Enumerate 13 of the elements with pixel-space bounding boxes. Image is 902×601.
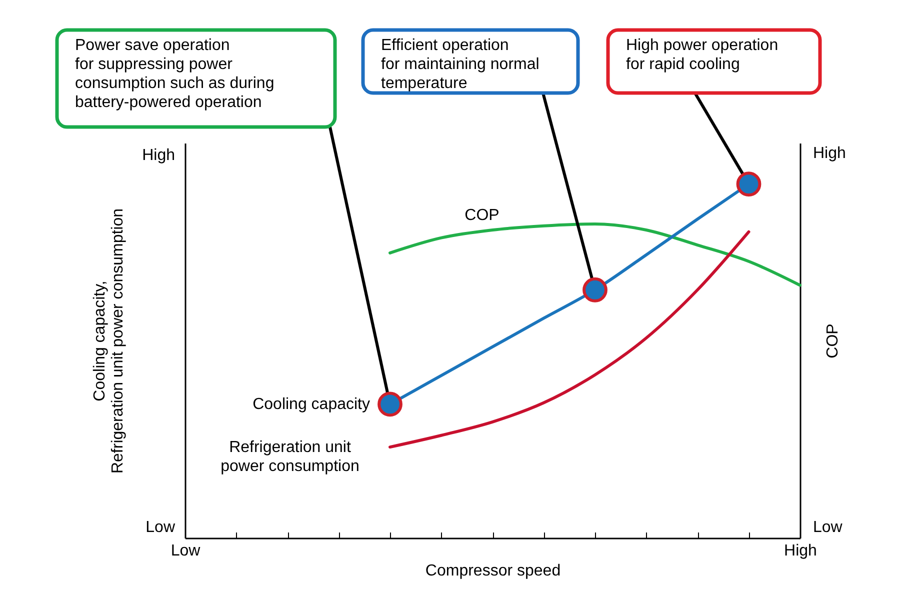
text: High [142, 147, 175, 164]
series-label: Cooling capacity [252, 396, 370, 414]
text: High power operation for rapid cooling [626, 37, 778, 73]
text: Efficient operation for maintaining normal temperature [381, 37, 540, 92]
text: High [813, 145, 846, 162]
y2-axis-title: COP [824, 324, 842, 358]
text: Power save operation for suppressing power consumption such as during battery-powered operation [75, 37, 274, 111]
x-axis-title: Compressor speed [425, 562, 561, 580]
series-label: COP [464, 206, 500, 224]
series-label: Refrigeration unit power consumption [220, 439, 360, 476]
text: Low [813, 519, 843, 536]
y-axis-title: Cooling capacity, Refrigeration unit power consumption [92, 208, 126, 474]
text: Low [146, 519, 176, 536]
